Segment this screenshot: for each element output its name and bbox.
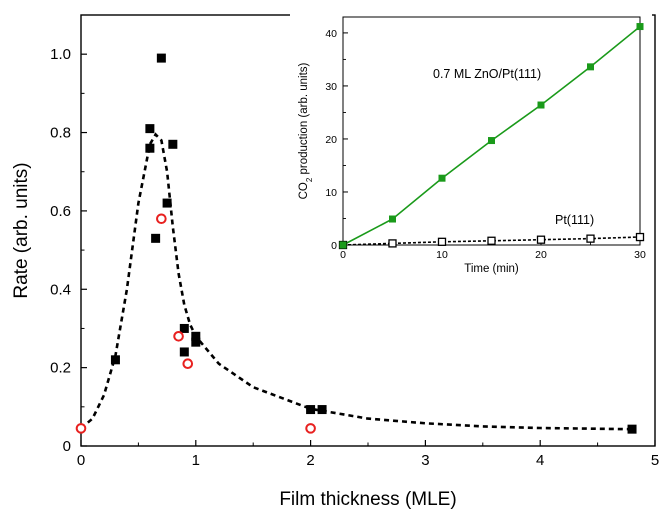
zno-series-point <box>488 137 495 145</box>
main-y-tick-label: 0.6 <box>50 203 71 220</box>
main-y-tick-label: 1.0 <box>50 46 71 63</box>
filled-square-point <box>179 347 189 357</box>
pt-series-point <box>487 236 496 245</box>
main-x-axis: 0 1 2 3 4 5 <box>77 440 659 469</box>
main-chart: 0 1 2 3 4 5 0 0.2 0.4 0.6 0.8 1.0 Film thickness (… <box>11 14 659 510</box>
inset-x-tick-label: 0 <box>340 249 346 261</box>
inset-y-tick-label: 40 <box>325 28 337 40</box>
filled-square-point <box>179 323 189 333</box>
main-x-tick-label: 0 <box>77 452 85 469</box>
series-label-zno: 0.7 ML ZnO/Pt(111) <box>433 67 541 81</box>
main-data-points <box>75 53 637 434</box>
pt-series-point <box>388 239 397 248</box>
open-circle-point <box>182 358 194 370</box>
pt-series-point <box>536 235 546 244</box>
main-y-axis-label: Rate (arb. units) <box>11 162 32 298</box>
filled-square-point <box>191 331 201 341</box>
main-x-tick-label: 1 <box>192 452 200 469</box>
filled-square-point <box>317 405 327 415</box>
main-y-tick-label: 0 <box>63 438 71 455</box>
open-circle-point <box>173 330 184 342</box>
inset-y-label-suffix: production (arb. units) <box>298 62 310 177</box>
main-y-tick-label: 0.2 <box>50 360 71 377</box>
filled-square-point <box>191 337 201 347</box>
inset-y-tick-label: 30 <box>325 81 337 93</box>
open-circle-point <box>305 423 316 434</box>
inset-y-label-subscript: 2 <box>305 177 314 182</box>
inset-series <box>338 23 645 250</box>
filled-square-point <box>110 355 120 365</box>
inset-x-axis-label: Time (min) <box>464 263 519 275</box>
main-y-tick-label: 0.8 <box>50 125 71 142</box>
inset-x-tick-label: 20 <box>535 249 547 261</box>
inset-chart: 0 10 20 30 0 10 20 30 40 Time (min) CO2 product… <box>290 10 652 282</box>
filled-square-point <box>162 198 172 208</box>
inset-x-tick-label: 30 <box>634 249 646 261</box>
inset-y-tick-label: 20 <box>325 134 337 146</box>
inset-y-tick-label: 10 <box>325 187 337 199</box>
main-x-tick-label: 5 <box>651 452 659 469</box>
filled-square-point <box>145 143 155 153</box>
filled-square-point <box>145 124 155 134</box>
series-label-pt: Pt(111) <box>555 213 594 227</box>
filled-square-point <box>168 139 178 149</box>
zno-series-point <box>636 23 644 31</box>
filled-square-point <box>306 405 316 415</box>
filled-square-point <box>627 424 637 434</box>
zno-series-point <box>389 215 396 223</box>
inset-y-tick-label: 0 <box>331 240 337 252</box>
pt-series-point <box>437 237 447 246</box>
main-x-tick-label: 4 <box>536 452 544 469</box>
main-x-tick-label: 2 <box>306 452 314 469</box>
zno-series-point <box>438 174 446 182</box>
inset-x-tick-label: 10 <box>436 249 448 261</box>
open-circle-point <box>156 213 167 225</box>
zno-series-point <box>587 63 594 71</box>
pt-series-point <box>635 232 645 242</box>
filled-square-point <box>151 233 161 243</box>
inset-y-label-prefix: CO <box>298 182 310 199</box>
pt-series-point <box>586 234 595 243</box>
fit-curve <box>80 132 633 431</box>
inset-y-axis-label: CO2 production (arb. units) <box>298 62 314 199</box>
zno-series-point <box>537 101 545 109</box>
open-circle-point <box>75 423 87 434</box>
main-x-axis-label: Film thickness (MLE) <box>279 489 456 510</box>
main-y-tick-label: 0.4 <box>50 281 71 298</box>
main-x-tick-label: 3 <box>421 452 429 469</box>
zno-series-point <box>339 241 347 249</box>
filled-square-point <box>156 53 166 63</box>
main-y-axis: 0 0.2 0.4 0.6 0.8 1.0 <box>50 46 87 455</box>
